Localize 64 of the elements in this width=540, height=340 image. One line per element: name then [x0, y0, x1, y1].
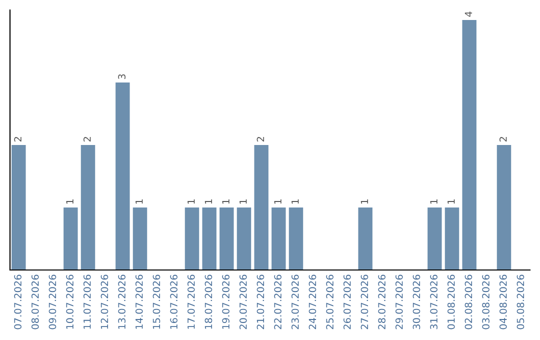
x-tick-label: 03.08.2026 — [482, 274, 490, 330]
data-label: 4 — [464, 12, 472, 17]
x-tick-label: 13.07.2026 — [118, 274, 126, 329]
bar — [358, 208, 372, 270]
data-label: 1 — [274, 199, 282, 204]
x-tick-label: 11.07.2026 — [83, 274, 91, 329]
x-tick-label: 22.07.2026 — [274, 274, 282, 330]
bar — [288, 208, 304, 270]
data-label: 1 — [188, 199, 195, 204]
data-label: 1 — [222, 199, 230, 204]
x-tick-label: 09.07.2026 — [48, 274, 56, 330]
x-tick-label: 28.07.2026 — [378, 274, 386, 330]
data-label: 1 — [66, 199, 74, 204]
x-tick-label: 12.07.2026 — [100, 274, 108, 329]
bar — [184, 208, 200, 270]
x-tick-label: 04.08.2026 — [499, 274, 507, 330]
bar — [236, 208, 252, 270]
data-label: 2 — [83, 137, 91, 142]
bar — [132, 208, 148, 270]
data-label: 1 — [448, 199, 455, 204]
bar — [254, 145, 268, 270]
x-tick-label: 17.07.2026 — [187, 274, 195, 329]
x-tick-label: 30.07.2026 — [412, 274, 420, 330]
x-tick-label: 14.07.2026 — [135, 274, 143, 329]
x-tick-label: 27.07.2026 — [360, 274, 368, 330]
x-tick-label: 01.08.2026 — [447, 274, 455, 330]
x-tick-label: 24.07.2026 — [308, 274, 316, 330]
x-tick-label: 21.07.2026 — [256, 274, 264, 330]
x-tick-label: 23.07.2026 — [291, 274, 299, 330]
data-label: 1 — [292, 199, 299, 204]
x-tick-label: 02.08.2026 — [464, 274, 472, 330]
x-tick-label: 07.07.2026 — [14, 274, 22, 330]
x-tick-label: 19.07.2026 — [222, 274, 230, 329]
data-label: 1 — [136, 199, 143, 204]
data-label: 1 — [360, 199, 368, 204]
data-label: 1 — [240, 199, 247, 204]
data-label: 1 — [204, 199, 212, 204]
bar — [496, 145, 512, 270]
x-tick-label: 18.07.2026 — [204, 274, 212, 329]
x-tick-label: 31.07.2026 — [430, 274, 438, 330]
bar — [116, 82, 130, 270]
data-label: 2 — [499, 137, 507, 142]
data-label: 1 — [430, 199, 438, 204]
bar — [272, 208, 286, 270]
x-tick-label: 26.07.2026 — [343, 274, 351, 330]
data-label: 2 — [256, 137, 264, 142]
bar — [202, 208, 216, 270]
bar — [444, 208, 460, 270]
x-tick-label: 15.07.2026 — [152, 274, 160, 329]
bar — [462, 20, 476, 270]
data-label: 3 — [118, 74, 126, 79]
data-label: 2 — [14, 137, 22, 142]
x-tick-label: 29.07.2026 — [395, 274, 403, 330]
bar — [80, 145, 96, 270]
bar — [428, 208, 442, 270]
bar — [12, 145, 26, 270]
bar — [64, 208, 78, 270]
x-tick-label: 16.07.2026 — [170, 274, 178, 329]
x-tick-label: 05.08.2026 — [516, 274, 524, 330]
x-tick-label: 08.07.2026 — [31, 274, 39, 330]
bar — [220, 208, 234, 270]
x-tick-label: 10.07.2026 — [66, 274, 74, 329]
x-tick-label: 20.07.2026 — [239, 274, 247, 330]
x-tick-label: 25.07.2026 — [326, 274, 334, 330]
